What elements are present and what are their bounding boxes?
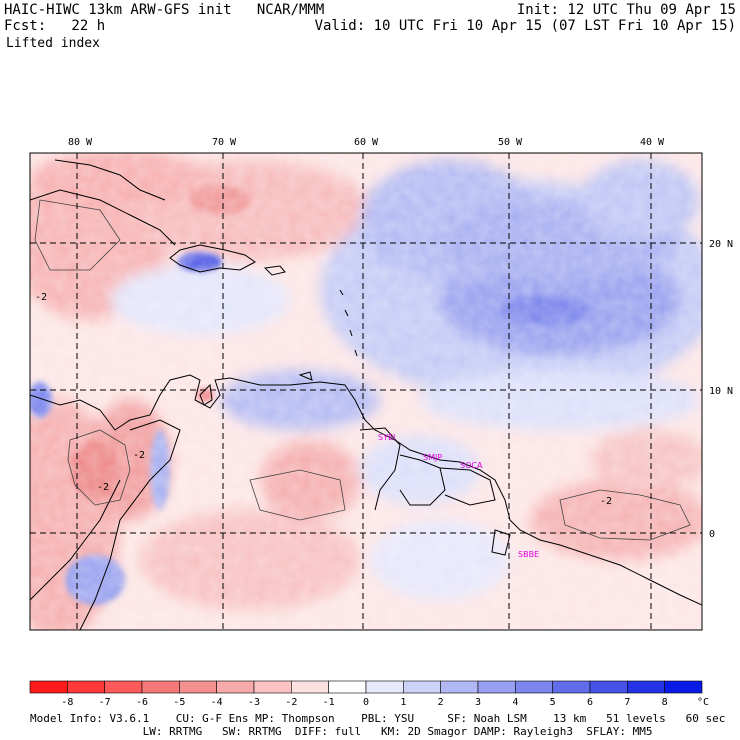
model-info-line2: LW: RRTMG SW: RRTMG DIFF: full KM: 2D Sm…: [30, 725, 653, 738]
colorbar-tick-label: 4: [512, 697, 518, 708]
lat-label-0: 0: [709, 529, 715, 540]
colorbar-swatch: [179, 680, 217, 694]
colorbar-tick-label: 8: [662, 697, 668, 708]
colorbar-swatch: [627, 680, 665, 694]
model-info-line1: Model Info: V3.6.1 CU: G-F Ens MP: Thomp…: [30, 712, 726, 725]
field-name: Lifted index: [6, 36, 100, 51]
map-frame: [29, 152, 703, 631]
lifted-index-field: [30, 153, 702, 630]
lat-lon-grid: [30, 153, 702, 630]
colorbar-swatch: [589, 680, 628, 694]
lon-label-60w: 60 W: [354, 137, 379, 148]
colorbar-swatch: [552, 680, 591, 694]
contour-label: -2: [133, 450, 145, 461]
colorbar-swatch: [403, 680, 441, 694]
colorbar-swatch: [515, 680, 553, 694]
colorbar-tick-label: -8: [61, 697, 73, 708]
contour-label: -2: [600, 496, 612, 507]
colorbar-swatch: [67, 680, 105, 694]
colorbar-tick-label: -6: [136, 697, 148, 708]
colorbar-tick-label: -4: [211, 697, 223, 708]
lon-label-80w: 80 W: [68, 137, 93, 148]
colorbar-tick-label: -5: [173, 697, 185, 708]
colorbar-swatch: [365, 680, 404, 694]
forecast-hour: Fcst: 22 h: [4, 18, 106, 34]
colorbar-tick-label: -3: [248, 697, 260, 708]
lon-label-70w: 70 W: [212, 137, 237, 148]
valid-time: Valid: 10 UTC Fri 10 Apr 15 (07 LST Fri …: [314, 18, 736, 34]
contour-lines: [34, 199, 691, 541]
colorbar-tick-label: -2: [285, 697, 297, 708]
station-syei: SYEI: [378, 433, 395, 442]
colorbar-tick-label: 7: [624, 697, 630, 708]
station-smjp: SMJP: [423, 453, 442, 462]
lat-label-10n: 10 N: [709, 386, 733, 397]
station-soca: SOCA: [460, 461, 483, 470]
colorbar-swatch: [664, 680, 703, 694]
colorbar-tick-label: -1: [323, 697, 335, 708]
colorbar-tick-label: 1: [400, 697, 406, 708]
coastlines: [30, 159, 702, 630]
model-title: HAIC-HIWC 13km ARW-GFS init NCAR/MMM: [4, 2, 325, 18]
contour-label: -2: [35, 292, 47, 303]
colorbar-swatch: [253, 680, 292, 694]
lon-label-50w: 50 W: [498, 137, 523, 148]
colorbar-swatch: [477, 680, 516, 694]
colorbar-tick-label: 6: [587, 697, 593, 708]
colorbar-swatch: [440, 680, 479, 694]
colorbar-swatch: [328, 680, 367, 694]
colorbar-tick-label: 0: [363, 697, 369, 708]
colorbar-swatch: [141, 680, 180, 694]
colorbar-tick-label: 5: [550, 697, 556, 708]
init-time: Init: 12 UTC Thu 09 Apr 15: [516, 2, 736, 18]
station-sbbe: SBBE: [518, 550, 539, 559]
colorbar: -8 -7 -6 -5 -4 -3 -2 -1 0 1 2 3 4 5 6 7 8: [29, 680, 703, 708]
colorbar-swatch: [104, 680, 143, 694]
lat-label-20n: 20 N: [709, 239, 733, 250]
colorbar-tick-label: 2: [438, 697, 444, 708]
colorbar-tick-label: 3: [475, 697, 481, 708]
lon-label-40w: 40 W: [640, 137, 665, 148]
colorbar-unit: °C: [697, 697, 709, 708]
contour-label: -2: [97, 482, 109, 493]
colorbar-swatch: [291, 680, 329, 694]
colorbar-tick-label: -7: [99, 697, 111, 708]
colorbar-swatch: [216, 680, 255, 694]
colorbar-swatch: [29, 680, 68, 694]
